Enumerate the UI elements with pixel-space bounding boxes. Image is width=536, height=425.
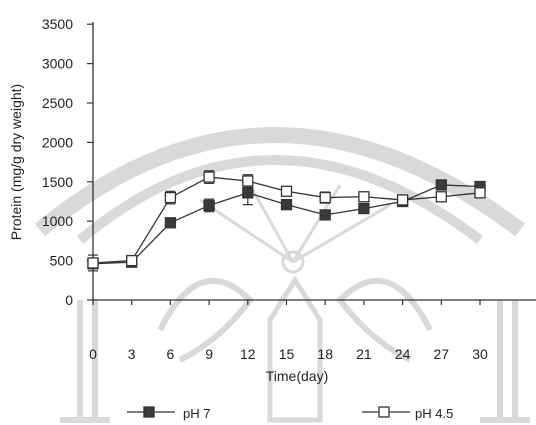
data-point [358, 202, 370, 215]
y-axis-label: Protein (mg/g dry weight) [8, 84, 24, 240]
y-ticks: 0 500 1000 1500 2000 2500 3000 3500 [42, 16, 93, 308]
data-point [396, 194, 409, 206]
legend: pH 7 pH 4.5 [127, 406, 453, 421]
x-tick-label: 12 [240, 346, 256, 362]
series-ph4-5 [87, 170, 486, 272]
data-point [319, 191, 331, 204]
x-tick-label: 27 [434, 346, 450, 362]
data-point [126, 254, 138, 267]
legend-entry: pH 4.5 [362, 406, 453, 421]
data-point [164, 217, 177, 229]
x-tick-label: 0 [89, 346, 97, 362]
legend-label: pH 7 [183, 406, 210, 421]
y-tick-label: 1500 [42, 174, 73, 190]
legend-marker [378, 406, 390, 418]
data-point [242, 187, 254, 199]
data-point [358, 191, 370, 203]
data-point [280, 185, 293, 197]
x-tick-label: 21 [356, 346, 372, 362]
x-tick-label: 6 [167, 346, 175, 362]
legend-label: pH 4.5 [415, 406, 453, 421]
data-point [280, 199, 293, 211]
data-point [435, 191, 447, 203]
legend-marker [143, 406, 155, 418]
y-tick-label: 1000 [42, 213, 73, 229]
data-point [435, 179, 447, 191]
data-point [87, 257, 99, 269]
x-tick-label: 18 [317, 346, 333, 362]
series-layer [87, 170, 486, 272]
data-point [203, 171, 215, 183]
data-point [203, 199, 215, 212]
x-tick-label: 15 [279, 346, 295, 362]
data-point [164, 191, 177, 204]
x-tick-label: 3 [128, 346, 136, 362]
y-tick-label: 500 [50, 253, 74, 269]
x-tick-label: 9 [205, 346, 213, 362]
x-tick-label: 24 [395, 346, 411, 362]
y-tick-label: 2500 [42, 95, 73, 111]
x-tick-label: 30 [472, 346, 488, 362]
legend-entry: pH 7 [127, 406, 210, 421]
y-tick-label: 0 [65, 292, 73, 308]
y-tick-label: 3000 [42, 56, 73, 72]
data-point [474, 187, 486, 199]
y-tick-label: 3500 [42, 16, 73, 32]
x-axis-label: Time(day) [266, 368, 329, 384]
y-tick-label: 2000 [42, 134, 73, 150]
x-ticks: 0 3 6 9 12 15 18 21 24 27 30 [89, 300, 488, 362]
data-point [242, 175, 254, 187]
data-point [319, 209, 331, 221]
